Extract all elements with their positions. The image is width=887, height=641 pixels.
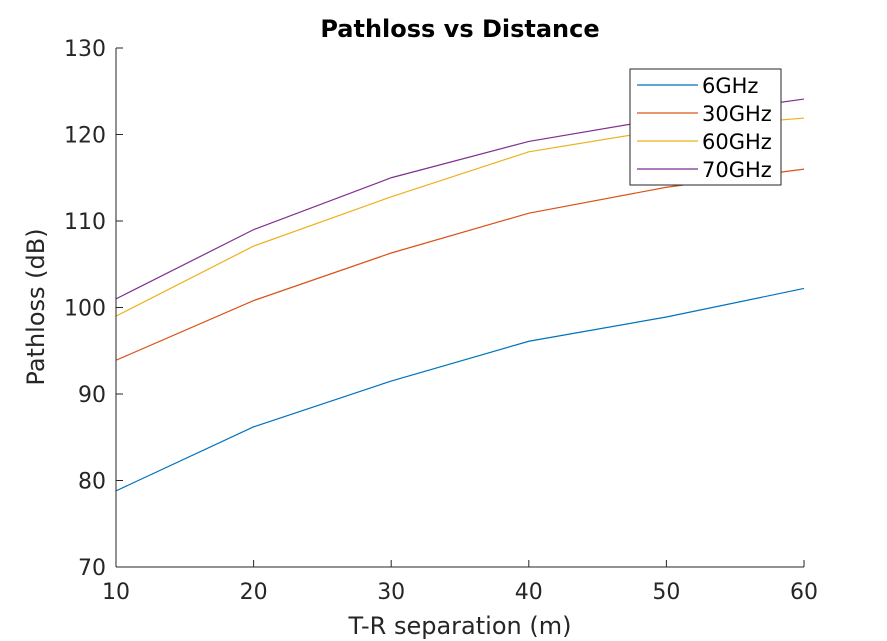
y-axis-label: Pathloss (dB) <box>22 228 50 385</box>
x-axis-label: T-R separation (m) <box>348 612 572 640</box>
y-tick-label: 90 <box>78 383 106 408</box>
legend-label-30ghz: 30GHz <box>702 102 772 126</box>
y-tick-label: 130 <box>64 37 106 62</box>
y-tick-label: 110 <box>64 210 106 235</box>
legend-label-6ghz: 6GHz <box>702 74 758 98</box>
x-tick-label: 10 <box>102 580 130 605</box>
x-tick-label: 50 <box>652 580 680 605</box>
series-line-6ghz <box>115 287 805 492</box>
y-tick-label: 70 <box>78 556 106 581</box>
x-tick-label: 20 <box>240 580 268 605</box>
legend-label-60ghz: 60GHz <box>702 130 772 154</box>
legend: 6GHz 30GHz 60GHz 70GHz <box>629 68 782 186</box>
y-tick-label: 80 <box>78 470 106 495</box>
legend-label-70ghz: 70GHz <box>702 158 772 182</box>
axes-layer: 10 20 30 40 50 60 70 80 90 100 110 120 130 <box>64 37 818 605</box>
y-tick-label: 100 <box>64 297 106 322</box>
x-tick-label: 40 <box>515 580 543 605</box>
y-tick-label: 120 <box>64 124 106 149</box>
x-tick-label: 30 <box>377 580 405 605</box>
legend-box <box>629 68 782 186</box>
chart-title: Pathloss vs Distance <box>320 15 599 43</box>
x-tick-label: 60 <box>790 580 818 605</box>
